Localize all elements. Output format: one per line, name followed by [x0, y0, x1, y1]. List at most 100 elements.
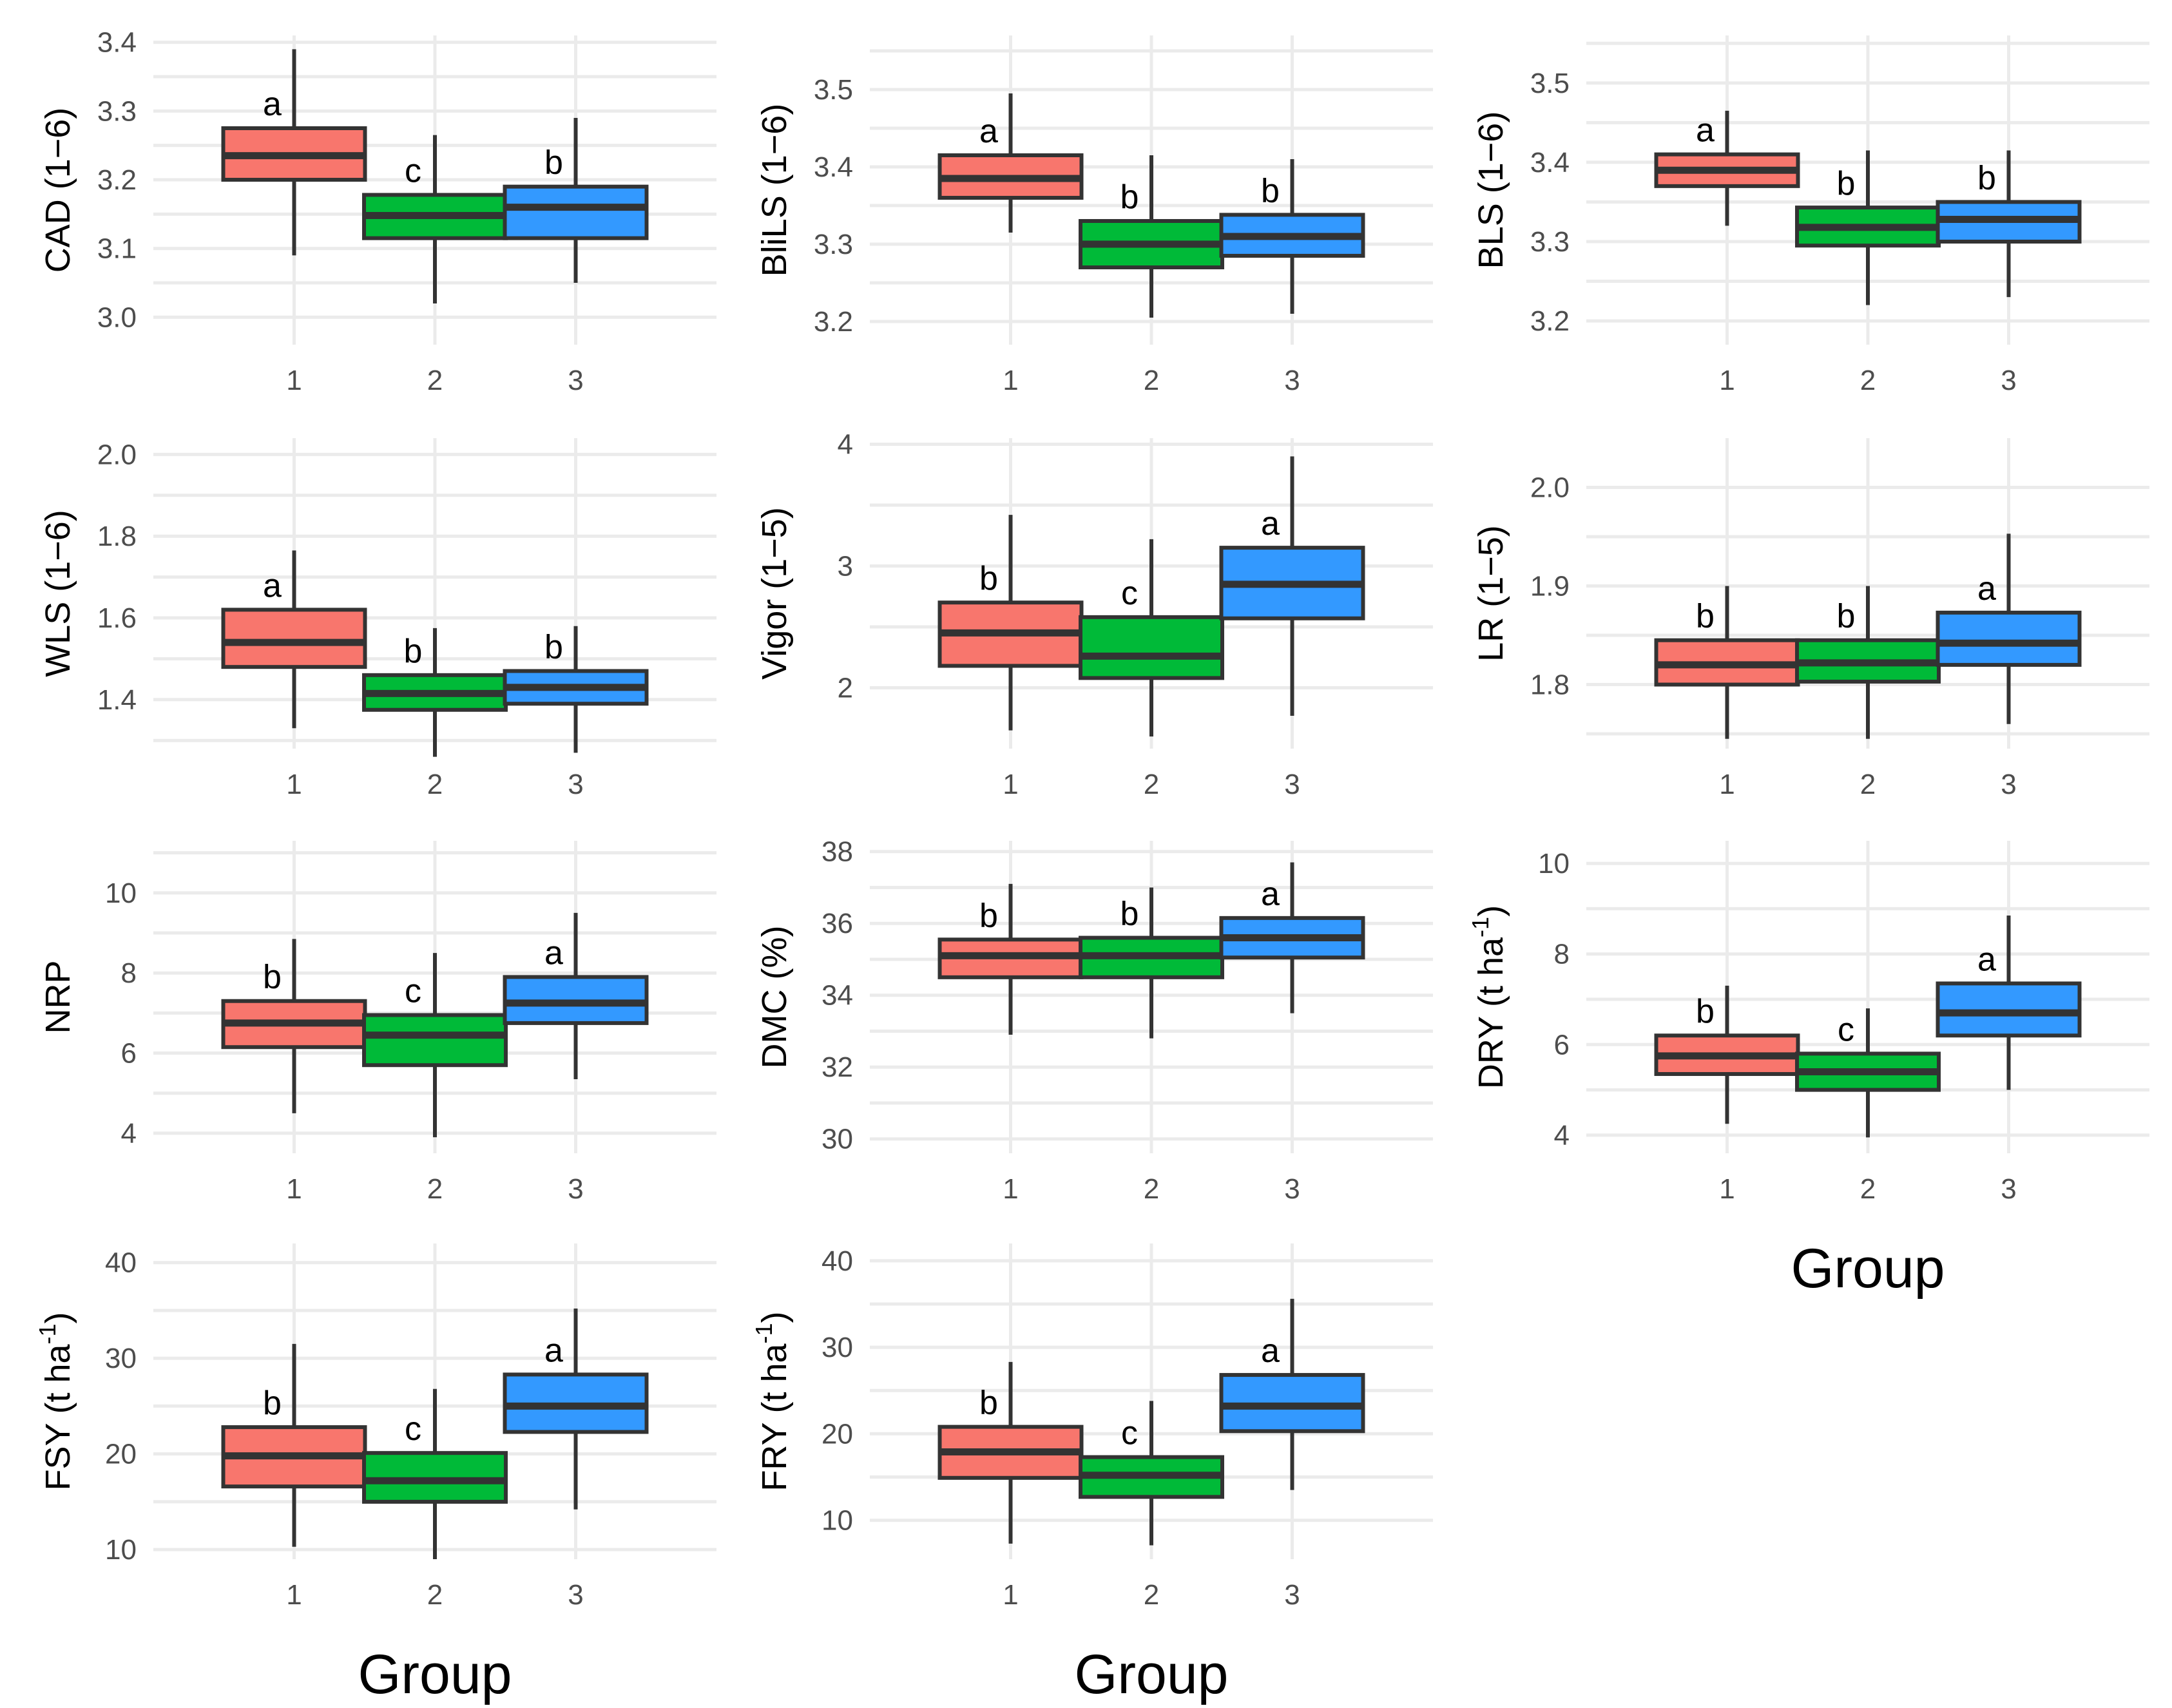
- y-axis-title-text: BliLS (1−6): [755, 104, 794, 277]
- x-tick-label: 1: [1719, 365, 1735, 396]
- x-tick-label: 1: [286, 1173, 302, 1205]
- y-axis-title-text: Vigor (1−5): [755, 507, 794, 680]
- y-axis-title-text: NRP: [39, 960, 77, 1033]
- y-tick-label: 3.4: [814, 151, 853, 183]
- significance-letter: b: [1261, 172, 1280, 209]
- y-tick-label: 3: [838, 550, 853, 582]
- x-tick-label: 2: [1144, 1579, 1159, 1611]
- y-axis-title-text: FRY (t ha: [755, 1343, 794, 1491]
- y-tick-label: 3.3: [97, 95, 137, 127]
- y-tick-label: 3.3: [1530, 226, 1570, 258]
- box-group-2: c: [1079, 1401, 1224, 1546]
- y-tick-label: 10: [822, 1505, 853, 1537]
- x-tick-label: 3: [568, 1173, 583, 1205]
- box-group-3: a: [1219, 862, 1365, 1013]
- y-tick-label: 3.2: [814, 306, 853, 338]
- y-axis-title-suffix: ): [39, 1312, 77, 1323]
- significance-letter: c: [405, 1410, 421, 1448]
- significance-letter: b: [263, 1385, 282, 1422]
- box-group-2: b: [1795, 150, 1941, 305]
- box-group-1: a: [937, 93, 1084, 233]
- significance-letter: c: [405, 972, 421, 1010]
- x-tick-label: 2: [1860, 769, 1876, 800]
- y-tick-label: 3.5: [1530, 68, 1570, 99]
- y-tick-label: 32: [822, 1051, 853, 1083]
- box-group-2: b: [1079, 887, 1224, 1039]
- x-tick-label: 1: [286, 365, 302, 396]
- y-tick-label: 2.0: [97, 439, 137, 470]
- box-group-2: b: [362, 628, 508, 757]
- x-tick-label: 3: [2001, 1173, 2016, 1205]
- y-tick-label: 8: [1554, 939, 1570, 970]
- significance-letter: b: [1977, 159, 1996, 197]
- significance-letter: a: [1261, 505, 1280, 542]
- y-tick-label: 1.8: [1530, 669, 1570, 701]
- panel-10: 10 20 30 40 1 2 3 b c a FSY (t ha-1) Group: [34, 1243, 716, 1705]
- y-axis-title-superscript: -1: [751, 1323, 777, 1343]
- y-tick-label: 36: [822, 908, 853, 939]
- y-tick-label: 3.2: [97, 164, 137, 196]
- x-tick-label: 3: [2001, 769, 2016, 800]
- y-axis-title-superscript: -1: [34, 1323, 61, 1344]
- box-group-1: b: [937, 515, 1084, 731]
- box-group-3: a: [1936, 915, 2082, 1090]
- box-group-1: b: [937, 1361, 1084, 1544]
- significance-letter: b: [979, 1385, 998, 1422]
- x-tick-label: 2: [427, 769, 443, 800]
- x-tick-label: 3: [1284, 1173, 1300, 1205]
- x-axis-title: Group: [1791, 1238, 1945, 1300]
- y-tick-label: 1.8: [97, 521, 137, 552]
- x-tick-label: 2: [427, 1579, 443, 1611]
- significance-letter: c: [405, 152, 421, 189]
- significance-letter: a: [263, 567, 282, 604]
- x-tick-label: 3: [2001, 365, 2016, 396]
- y-tick-label: 4: [1554, 1120, 1570, 1151]
- box-group-1: b: [221, 1343, 367, 1547]
- y-tick-label: 3.0: [97, 302, 137, 333]
- box: [221, 608, 367, 669]
- y-axis-title: NRP: [39, 960, 77, 1033]
- box-group-2: c: [1795, 1008, 1941, 1138]
- panel-4: 1.4 1.6 1.8 2.0 1 2 3 a b b WLS (1−6): [39, 438, 716, 800]
- y-tick-label: 3.4: [1530, 147, 1570, 178]
- significance-letter: a: [979, 113, 998, 150]
- panel-1: 3.0 3.1 3.2 3.3 3.4 1 2 3 a c b CAD (1−6): [39, 27, 716, 396]
- panel-3: 3.2 3.3 3.4 3.5 1 2 3 a b b BLS (1−6): [1472, 35, 2149, 396]
- box-group-3: a: [1936, 533, 2082, 724]
- box-group-3: a: [1219, 456, 1365, 716]
- y-axis-title: BLS (1−6): [1472, 111, 1510, 269]
- x-tick-label: 1: [1003, 1173, 1018, 1205]
- x-tick-label: 1: [1003, 769, 1018, 800]
- x-axis-title: Group: [358, 1644, 512, 1705]
- box-group-1: a: [221, 49, 367, 256]
- y-tick-label: 4: [838, 428, 853, 460]
- panel-2: 3.2 3.3 3.4 3.5 1 2 3 a b b BliLS (1−6): [755, 35, 1433, 396]
- panel-6: 1.8 1.9 2.0 1 2 3 b b a LR (1−5): [1472, 438, 2149, 800]
- significance-letter: c: [1838, 1011, 1854, 1048]
- y-tick-label: 1.9: [1530, 571, 1570, 602]
- y-tick-label: 1.6: [97, 602, 137, 634]
- y-tick-label: 10: [105, 1534, 137, 1566]
- x-tick-label: 1: [1719, 769, 1735, 800]
- box: [1936, 610, 2082, 667]
- box-group-2: c: [362, 1388, 508, 1559]
- significance-letter: b: [263, 959, 282, 996]
- y-axis-title: LR (1−5): [1472, 525, 1510, 662]
- significance-letter: a: [544, 934, 563, 972]
- significance-letter: b: [404, 633, 423, 670]
- y-axis-title-text: DRY (t ha: [1472, 937, 1510, 1089]
- significance-letter: c: [1121, 1415, 1138, 1452]
- x-tick-label: 1: [1003, 1579, 1018, 1611]
- box-group-3: a: [503, 912, 649, 1079]
- x-axis-title: Group: [1074, 1644, 1228, 1705]
- y-tick-label: 30: [822, 1332, 853, 1363]
- y-axis-title: DMC (%): [755, 926, 794, 1069]
- x-tick-label: 3: [1284, 365, 1300, 396]
- significance-letter: b: [1837, 165, 1856, 202]
- y-tick-label: 38: [822, 836, 853, 868]
- x-tick-label: 3: [568, 769, 583, 800]
- box: [1079, 615, 1224, 680]
- significance-letter: b: [1837, 598, 1856, 635]
- y-axis-title-text: CAD (1−6): [39, 108, 77, 273]
